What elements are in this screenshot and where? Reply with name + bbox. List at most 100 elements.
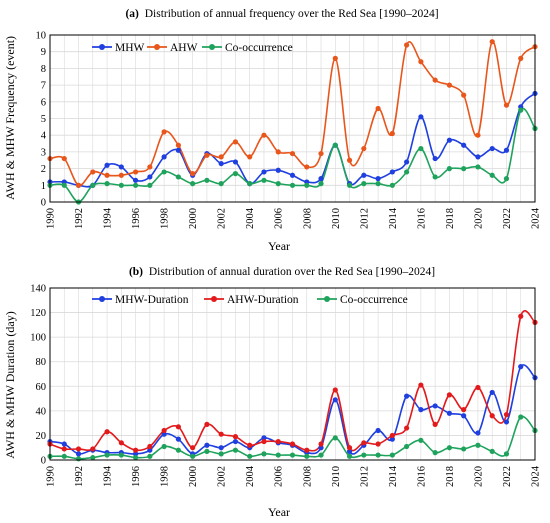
panel-b-point-mhw-duration-1996 xyxy=(132,451,139,457)
panel-b-x-tick-2006: 2006 xyxy=(274,466,285,487)
panel-a-point-ahw-2005 xyxy=(261,132,267,138)
panel-a-point-mhw-2005 xyxy=(261,169,267,175)
panel-a-point-co-occurrence-2000 xyxy=(190,181,196,187)
panel-a-point-ahw-2012 xyxy=(361,145,367,152)
panel-a-point-ahw-1997 xyxy=(147,164,153,170)
panel-a-y-tick-0: 0 xyxy=(41,198,46,209)
panel-a-point-mhw-2022 xyxy=(503,147,510,153)
panel-b-point-co-occurrence-2007 xyxy=(289,452,296,458)
panel-a-point-ahw-1999 xyxy=(175,142,181,148)
panel-b-x-tick-labels: 1990 1992 1994 1996 1998 2000 2002 2004 2006 2008… xyxy=(46,465,542,487)
panel-b-point-ahw-duration-2004 xyxy=(247,442,253,448)
panel-a-y-tick-5: 5 xyxy=(41,114,46,125)
panel-a-y-tick-4: 4 xyxy=(41,131,47,142)
panel-b-point-co-occurrence-2009 xyxy=(318,452,324,458)
panel-b-x-tick-2018: 2018 xyxy=(445,466,456,487)
panel-a-point-co-occurrence-2009 xyxy=(318,181,324,187)
panel-b-point-mhw-duration-1992 xyxy=(75,451,82,457)
panel-b-y-tick-80: 80 xyxy=(36,357,47,368)
panel-a-x-tick-2016: 2016 xyxy=(416,208,427,229)
panel-b-point-co-occurrence-2021 xyxy=(489,448,495,454)
panel-a-x-tick-2006: 2006 xyxy=(274,208,285,229)
panel-b-point-co-occurrence-2004 xyxy=(247,453,253,459)
panel-b-point-ahw-duration-2021 xyxy=(489,413,495,419)
panel-b-x-tick-2014: 2014 xyxy=(388,465,399,487)
panel-b-point-ahw-duration-2010 xyxy=(332,387,338,393)
panel-a-point-mhw-2012 xyxy=(361,172,367,178)
panel-b-legend-label-ahw-duration: AHW-Duration xyxy=(227,294,299,306)
panel-b-point-co-occurrence-2003 xyxy=(232,447,239,453)
panel-a-point-co-occurrence-2022 xyxy=(503,176,510,182)
panel-a-point-co-occurrence-2011 xyxy=(346,182,353,188)
panel-a-y-tick-3: 3 xyxy=(41,147,46,158)
panel-a-x-tick-1998: 1998 xyxy=(160,208,171,229)
panel-b-point-mhw-duration-2018 xyxy=(446,410,453,416)
panel-a-x-tick-1996: 1996 xyxy=(131,208,142,229)
panel-b-y-tick-0: 0 xyxy=(41,456,46,467)
panel-b-point-mhw-duration-2017 xyxy=(432,403,438,409)
panel-b-point-mhw-duration-2021 xyxy=(489,389,495,396)
panel-a-x-tick-2024: 2024 xyxy=(531,207,542,229)
panel-a-legend-label-co-occurrence: Co-occurrence xyxy=(225,42,293,54)
panel-b-point-co-occurrence-2002 xyxy=(218,451,224,457)
panel-a-point-mhw-1998 xyxy=(161,154,167,160)
panel-b-point-co-occurrence-1991 xyxy=(61,453,67,459)
panel-b-point-ahw-duration-2009 xyxy=(318,441,324,447)
panel-a-point-co-occurrence-2017 xyxy=(432,174,438,180)
panel-a-point-co-occurrence-1991 xyxy=(61,182,67,188)
panel-b-point-ahw-duration-2016 xyxy=(418,382,424,388)
panel-a-point-mhw-2002 xyxy=(218,160,224,167)
panel-a-y-tick-6: 6 xyxy=(41,97,46,108)
panel-b-point-mhw-duration-2003 xyxy=(232,438,239,445)
panel-a-y-tick-1: 1 xyxy=(41,181,46,192)
panel-a-point-ahw-2023 xyxy=(518,55,524,61)
panel-b-point-mhw-duration-2022 xyxy=(503,419,510,425)
panel-b-point-ahw-duration-2007 xyxy=(289,441,296,447)
panel-b-point-mhw-duration-2011 xyxy=(346,448,353,454)
panel-a-title-text: Distribution of annual frequency over th… xyxy=(145,8,439,20)
panel-b-point-ahw-duration-2020 xyxy=(475,384,481,391)
panel-a-point-co-occurrence-2001 xyxy=(204,177,210,183)
panel-b-point-co-occurrence-2000 xyxy=(190,453,196,459)
panel-a-plot-frame xyxy=(49,34,536,203)
panel-a-y-tick-7: 7 xyxy=(41,81,46,92)
panel-a-point-ahw-2009 xyxy=(318,150,324,157)
panel-a-point-ahw-2020 xyxy=(475,132,481,138)
panel-a-legend-marker-ahw xyxy=(154,44,160,50)
panel-b-point-ahw-duration-2008 xyxy=(304,447,310,453)
panel-b-point-co-occurrence-2001 xyxy=(204,448,210,454)
panel-b-x-tick-2010: 2010 xyxy=(331,466,342,487)
panel-a-point-ahw-2021 xyxy=(489,39,495,45)
panel-b-point-co-occurrence-2008 xyxy=(304,453,310,459)
panel-a-point-co-occurrence-2008 xyxy=(304,182,310,188)
panel-a-point-co-occurrence-1999 xyxy=(175,174,181,180)
panel-b-point-co-occurrence-1996 xyxy=(132,454,139,461)
panel-a-point-mhw-2019 xyxy=(461,142,467,148)
panel-b-point-mhw-duration-1999 xyxy=(175,436,181,442)
panel-a-point-ahw-2002 xyxy=(218,154,224,160)
panel-b-x-tick-2016: 2016 xyxy=(416,466,427,487)
panel-a-point-co-occurrence-2023 xyxy=(518,107,524,113)
panel-a-point-ahw-2007 xyxy=(289,150,296,157)
panel-b-y-tick-140: 140 xyxy=(30,284,46,295)
panel-a-point-ahw-1998 xyxy=(161,129,167,135)
panel-b-y-tick-60: 60 xyxy=(36,382,47,393)
panel-b-y-axis-label: AWH & MHW Duration (day) xyxy=(3,311,17,458)
panel-a-point-mhw-1995 xyxy=(118,164,124,170)
panel-a-point-co-occurrence-2015 xyxy=(404,169,410,175)
panel-a-y-tick-8: 8 xyxy=(41,64,46,75)
panel-a-y-tick-2: 2 xyxy=(41,164,46,175)
panel-a-point-mhw-2016 xyxy=(418,114,424,120)
panel-a-point-mhw-2003 xyxy=(232,159,239,165)
panel-b-point-co-occurrence-2023 xyxy=(518,414,524,420)
panel-a-point-ahw-1992 xyxy=(75,182,82,188)
panel-b-x-tick-1998: 1998 xyxy=(160,466,171,487)
panel-a-point-ahw-2000 xyxy=(190,171,196,177)
panel-b-point-co-occurrence-1992 xyxy=(75,456,82,462)
panel-a-x-tick-1994: 1994 xyxy=(103,207,114,229)
panel-a-point-co-occurrence-2006 xyxy=(275,181,281,187)
panel-a-point-ahw-2006 xyxy=(275,149,281,155)
panel-b-point-co-occurrence-2020 xyxy=(475,442,481,448)
panel-a-y-axis-label: AWH & MHW Frequency (event) xyxy=(3,36,17,200)
